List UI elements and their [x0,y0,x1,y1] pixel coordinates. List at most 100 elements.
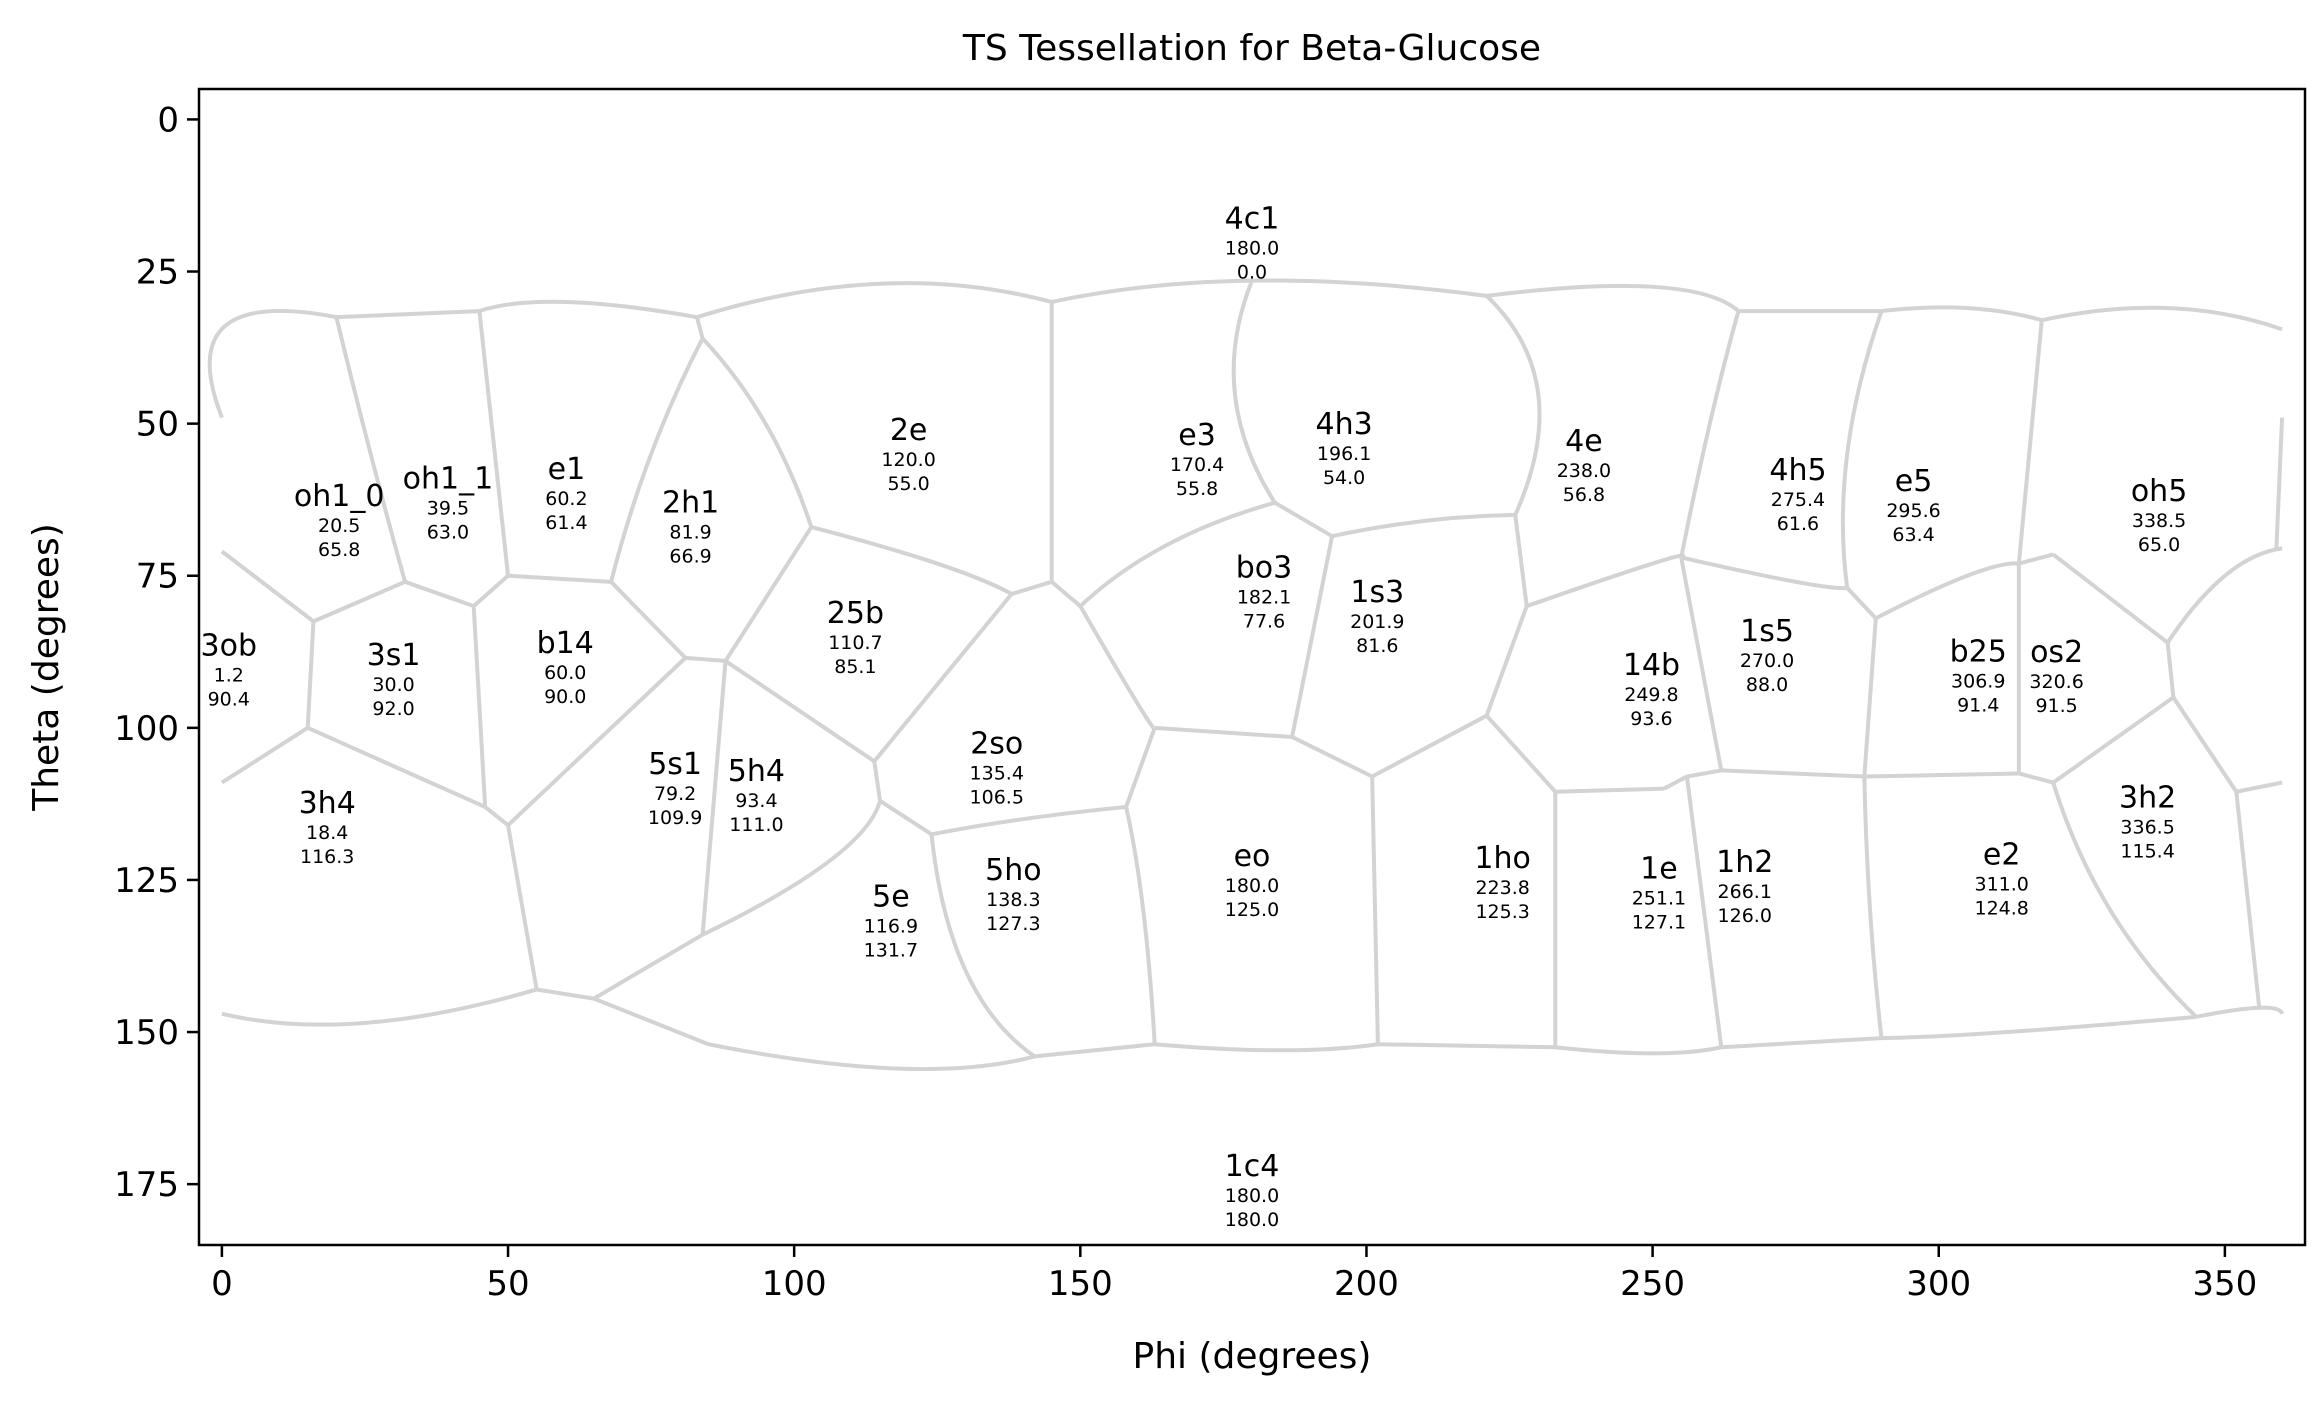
tessellation-edge [694,316,705,339]
x-tick-label: 50 [486,1264,529,1304]
tessellation-edge [1291,735,1374,779]
point-phi-value: 320.6 [2029,671,2083,693]
point-phi-value: 20.5 [318,515,360,537]
point-theta-value: 61.6 [1777,513,1819,535]
tessellation-edge [506,824,539,990]
y-tick-label: 125 [114,861,179,901]
point-theta-value: 61.4 [545,512,587,534]
tessellation-edge [1154,725,1293,739]
x-tick-label: 300 [1906,1264,1971,1304]
point-name: 3ob [201,628,257,663]
point-phi-value: 270.0 [1740,650,1794,672]
tessellation-edge [1231,279,1277,504]
plot-frame [197,87,2307,1247]
point-phi-value: 196.1 [1317,443,1371,465]
tessellation-edge [1862,776,1884,1039]
point-name: oh5 [2131,474,2187,509]
point-phi-value: 249.8 [1624,684,1678,706]
point-name: 1s3 [1350,575,1404,610]
point-name: 4h5 [1769,453,1826,488]
tessellation-edge [592,932,704,1001]
tessellation-edge [2041,305,2283,332]
tessellation-edge [1124,727,1157,808]
tessellation-edge [478,299,698,320]
tessellation-edge [312,579,406,624]
point-theta-value: 55.0 [887,473,929,495]
tessellation-edge [334,316,407,583]
point-theta-value: 124.8 [1974,898,2028,920]
tessellation-edge [2235,780,2283,794]
tessellation-edge [878,799,933,836]
tessellation-edge [872,761,882,802]
point-theta-value: 0.0 [1237,261,1267,283]
point-theta-value: 92.0 [372,698,414,720]
point-phi-value: 180.0 [1225,875,1279,897]
tessellation-edge [1840,310,1884,589]
point-name: 4c1 [1225,201,1280,236]
point-name: 1e [1640,852,1678,887]
point-phi-value: 180.0 [1225,237,1279,259]
point-name: 2so [970,726,1023,761]
tessellation-edge [724,659,876,763]
x-axis: 0 50 100 150 200 250 300 350 [211,1245,2257,1304]
point-theta-value: 127.3 [986,913,1040,935]
point-theta-value: 85.1 [834,656,876,678]
point-phi-value: 1.2 [214,664,244,686]
tessellation-edge [1845,586,1878,620]
point-theta-value: 90.0 [544,686,586,708]
tessellation-edge [506,656,687,827]
x-tick-label: 150 [1048,1264,1113,1304]
point-theta-value: 115.4 [2120,841,2174,863]
point-phi-value: 338.5 [2132,510,2186,532]
point-name: 5s1 [648,747,702,782]
point-phi-value: 60.2 [545,488,587,510]
point-theta-value: 127.1 [1632,912,1686,934]
point-label-oh1_1: oh1_139.563.0 [403,462,494,544]
point-name: 1s5 [1740,614,1794,649]
tessellation-edge [1485,714,1557,794]
point-name: e1 [548,452,586,487]
tessellation-edge [609,337,705,583]
point-name: bo3 [1236,551,1292,586]
tessellation-edge [1331,512,1516,539]
point-name: 4h3 [1316,407,1373,442]
point-name: oh1_1 [403,462,494,497]
x-tick-label: 350 [2192,1264,2257,1304]
tessellation-edge [2018,552,2054,566]
point-theta-value: 91.5 [2035,695,2077,717]
tessellation-edge [1663,774,1688,791]
point-name: 3h4 [299,786,356,821]
tessellation-edge [2165,642,2176,698]
tessellation-edge [1377,1042,1556,1050]
tessellation-edge [2274,417,2285,549]
tessellation-edge [701,800,882,937]
point-name: 14b [1623,648,1680,683]
tessellation-edge [931,804,1127,837]
point-name: 2e [890,413,928,448]
point-name: e5 [1895,464,1933,499]
point-phi-value: 295.6 [1886,500,1940,522]
tessellation-edge [1881,305,2043,323]
point-name: 3h2 [2119,781,2176,816]
point-name: 1c4 [1225,1149,1280,1184]
point-theta-value: 56.8 [1563,484,1605,506]
x-axis-label: Phi (degrees) [1133,1336,1372,1377]
tessellation-edge [696,281,1053,320]
tessellation-edge [483,805,510,827]
